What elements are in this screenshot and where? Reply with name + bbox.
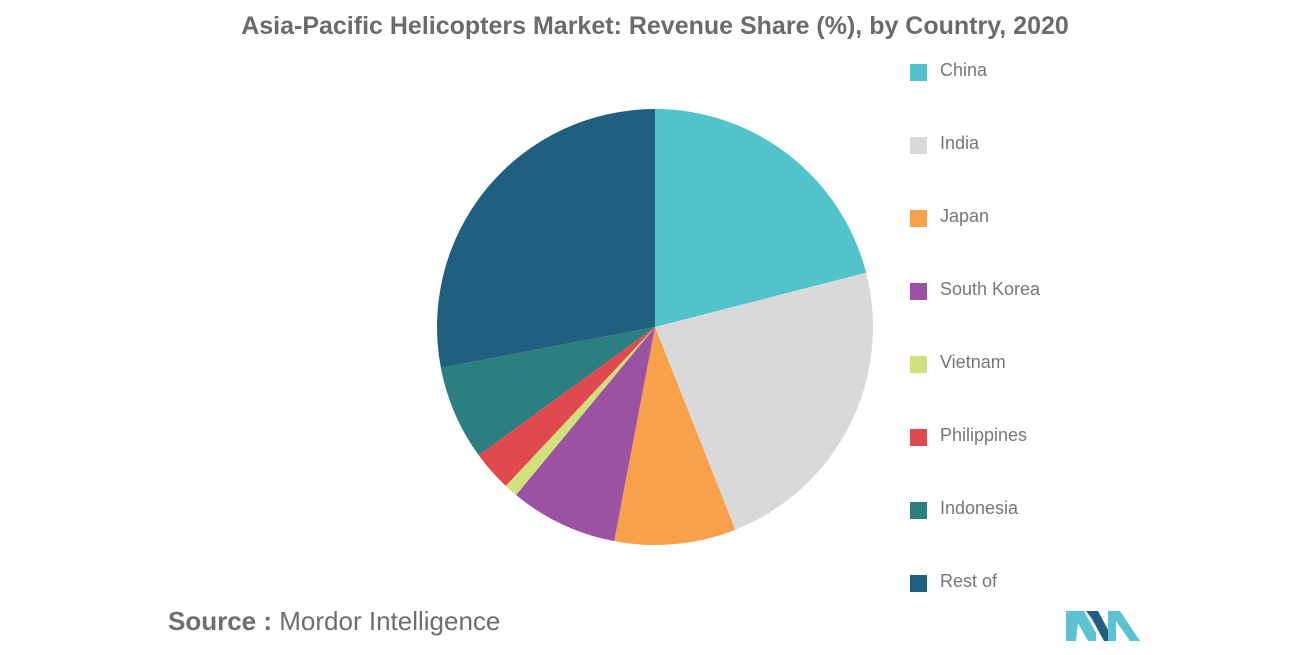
pie-slice-china [655, 109, 867, 327]
pie-slice-rest-of [437, 109, 655, 368]
source-text: Mordor Intelligence [279, 606, 501, 636]
legend-label: China [940, 60, 988, 80]
pie-slice-india [655, 272, 873, 530]
legend-label: Vietnam [940, 352, 1006, 372]
legend-label: Rest of [940, 571, 998, 591]
legend-label: India [940, 133, 980, 153]
legend-label: South Korea [940, 279, 1041, 299]
legend-swatch [910, 64, 927, 81]
pie-slice-indonesia [440, 327, 655, 456]
legend-swatch [910, 356, 927, 373]
source-note: Source : Mordor Intelligence [168, 606, 500, 637]
pie-slice-philippines [478, 327, 655, 486]
legend-label: Indonesia [940, 498, 1019, 518]
legend-label: Philippines [940, 425, 1028, 445]
pie-slice-japan [614, 327, 736, 545]
pie-slice-south-korea [516, 327, 655, 542]
pie-slice-vietnam [505, 327, 655, 495]
legend-swatch [910, 575, 927, 592]
legend-swatch [910, 210, 927, 227]
chart-title: Asia-Pacific Helicopters Market: Revenue… [241, 12, 1069, 40]
legend-swatch [910, 429, 927, 446]
legend-swatch [910, 502, 927, 519]
legend-swatch [910, 137, 927, 154]
legend-label: Japan [940, 206, 990, 226]
source-prefix: Source : [168, 606, 273, 636]
legend-swatch [910, 283, 927, 300]
mordor-intelligence-logo [1066, 611, 1140, 641]
